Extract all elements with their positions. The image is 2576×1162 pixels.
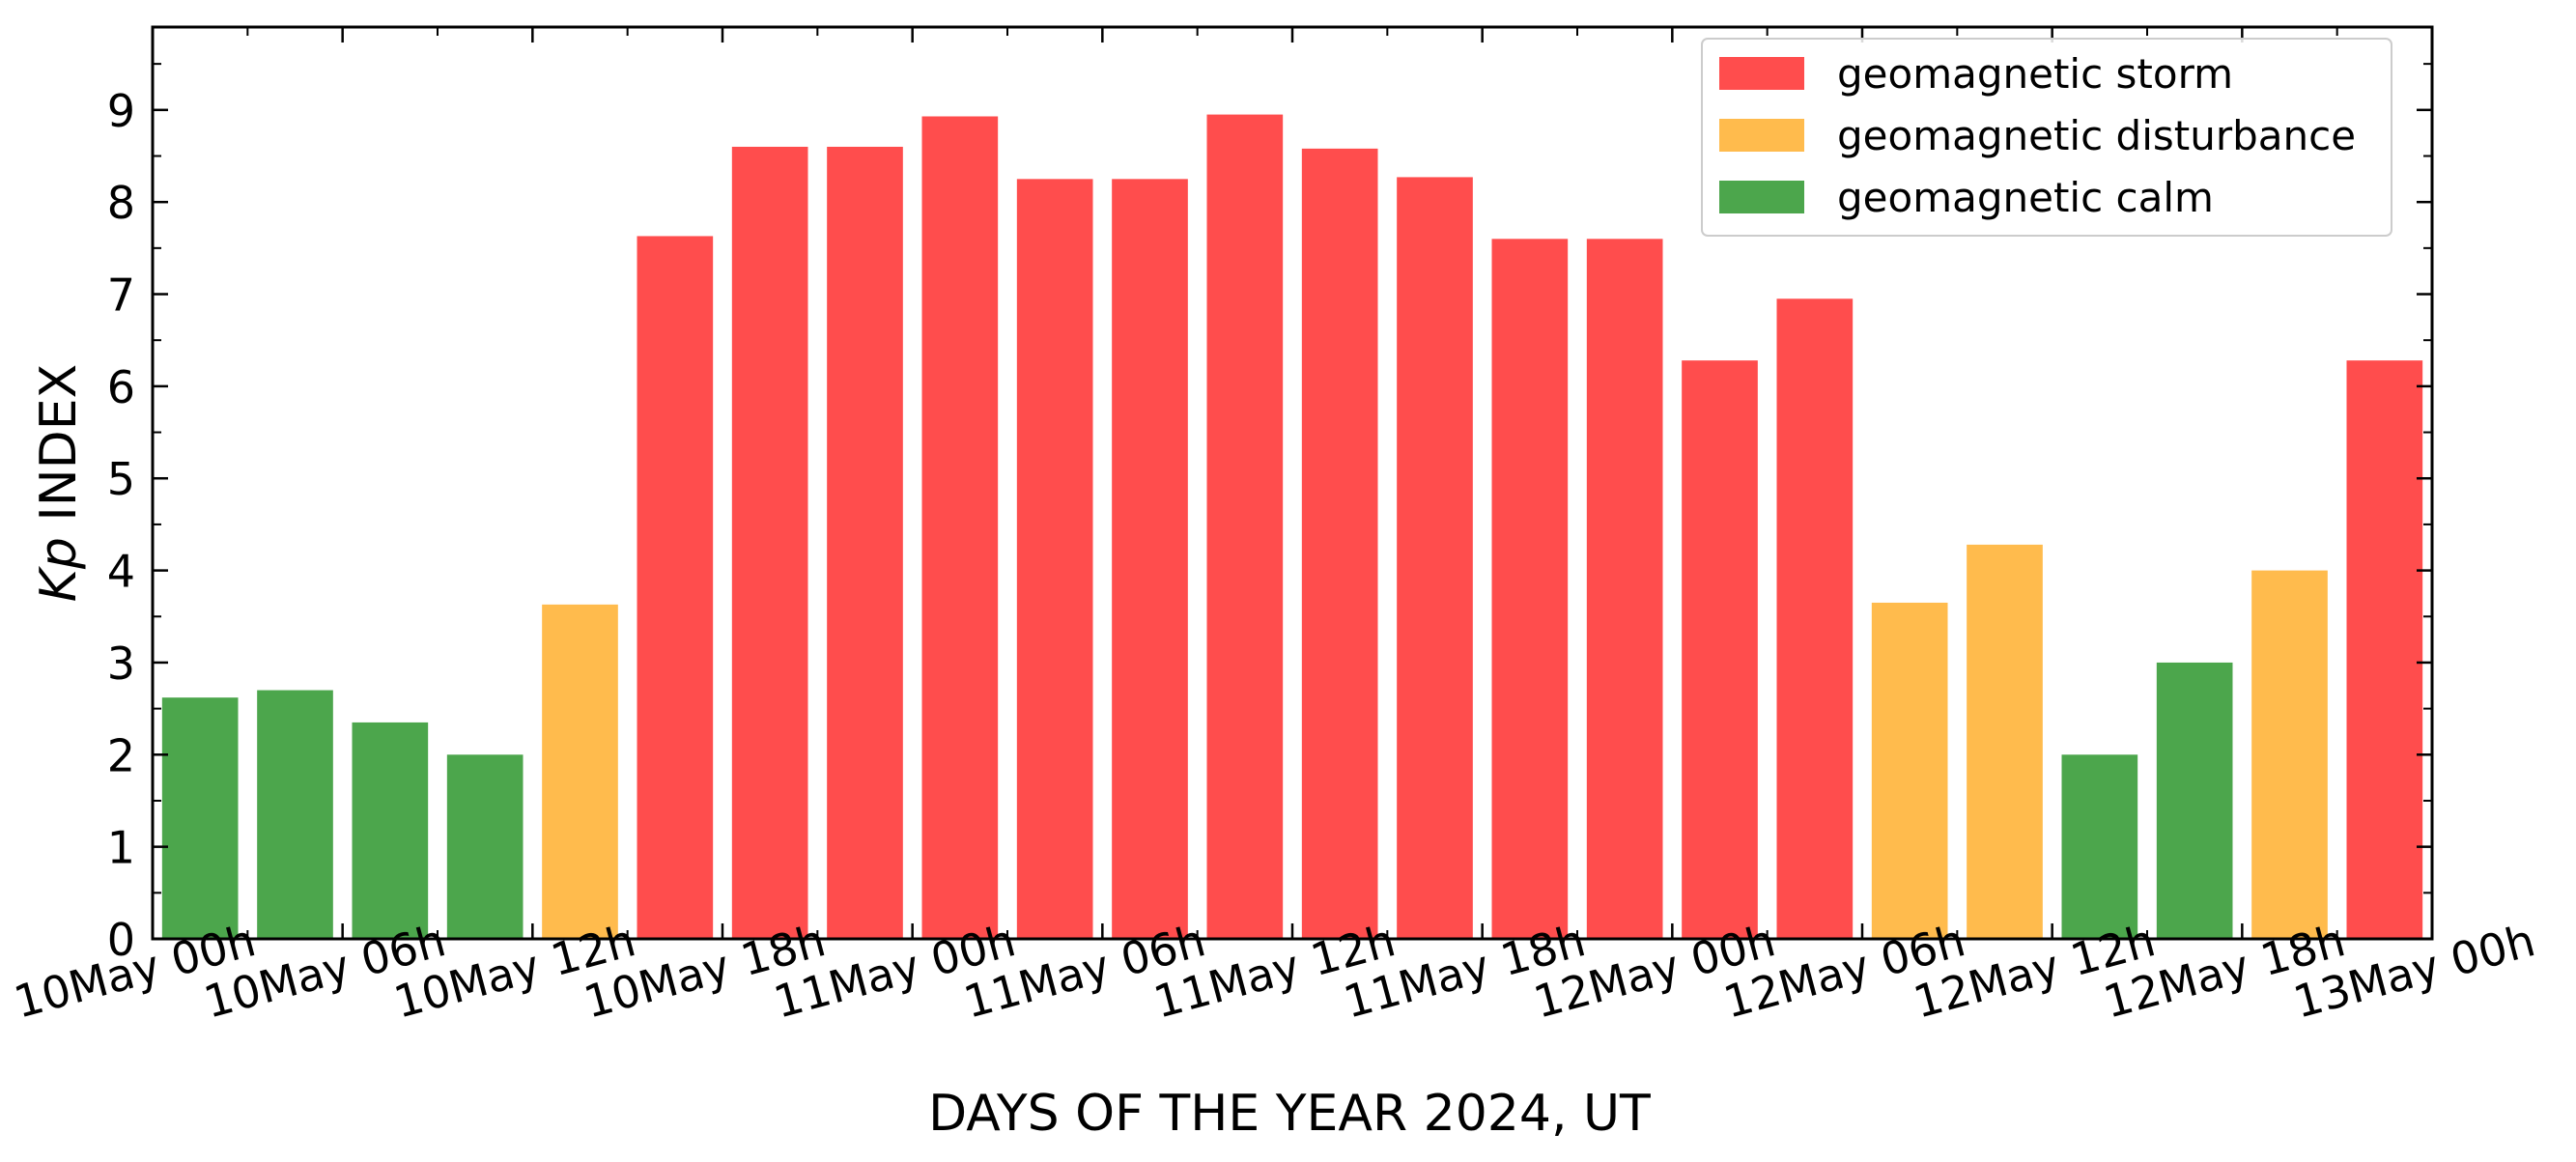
bar-13 — [1397, 177, 1473, 939]
legend: geomagnetic storm geomagnetic disturbance… — [1701, 38, 2392, 237]
legend-swatch-storm — [1719, 57, 1804, 90]
bar-5 — [637, 236, 714, 940]
y-tick-label: 9 — [107, 85, 135, 137]
bar-12 — [1301, 148, 1378, 939]
legend-box — [1701, 38, 2392, 237]
bar-1 — [257, 690, 333, 939]
bars-group — [161, 114, 2423, 940]
legend-label-storm: geomagnetic storm — [1837, 50, 2233, 98]
bar-23 — [2346, 360, 2423, 939]
y-tick-label: 5 — [107, 453, 135, 505]
legend-label-disturbance: geomagnetic disturbance — [1837, 112, 2356, 159]
bar-9 — [1016, 179, 1093, 940]
bar-20 — [2061, 754, 2138, 939]
bar-3 — [446, 754, 524, 939]
legend-swatch-calm — [1719, 181, 1804, 213]
y-tick-label: 4 — [107, 546, 135, 598]
bar-17 — [1776, 298, 1854, 939]
y-tick-label: 1 — [107, 822, 135, 874]
y-tick-label: 7 — [107, 269, 135, 322]
legend-label-calm: geomagnetic calm — [1837, 174, 2214, 221]
bar-14 — [1491, 239, 1569, 940]
bar-2 — [352, 722, 429, 939]
bar-22 — [2251, 570, 2328, 939]
plot-frame — [151, 25, 2434, 941]
y-axis-label-italic: Kp — [30, 537, 88, 602]
bar-10 — [1112, 179, 1188, 940]
x-axis-label: DAYS OF THE YEAR 2024, UT — [928, 1085, 1651, 1143]
y-tick-label: 6 — [107, 361, 135, 413]
bar-4 — [542, 604, 618, 939]
bar-19 — [1967, 544, 2043, 939]
bar-8 — [921, 116, 999, 940]
y-tick-label: 2 — [107, 729, 135, 781]
bar-11 — [1206, 114, 1284, 939]
y-tick-label: 0 — [107, 914, 135, 966]
bar-16 — [1682, 360, 1758, 939]
bar-15 — [1586, 239, 1663, 940]
bar-18 — [1871, 602, 1948, 939]
bar-21 — [2156, 662, 2233, 939]
y-tick-label: 3 — [107, 638, 135, 690]
bar-0 — [161, 697, 239, 939]
legend-swatch-disturbance — [1719, 119, 1804, 152]
y-tick-label: 8 — [107, 177, 135, 229]
y-axis-label-rest: INDEX — [30, 364, 88, 537]
bar-7 — [827, 146, 903, 939]
bar-6 — [731, 146, 808, 939]
y-axis-label: Kp INDEX — [30, 364, 88, 602]
